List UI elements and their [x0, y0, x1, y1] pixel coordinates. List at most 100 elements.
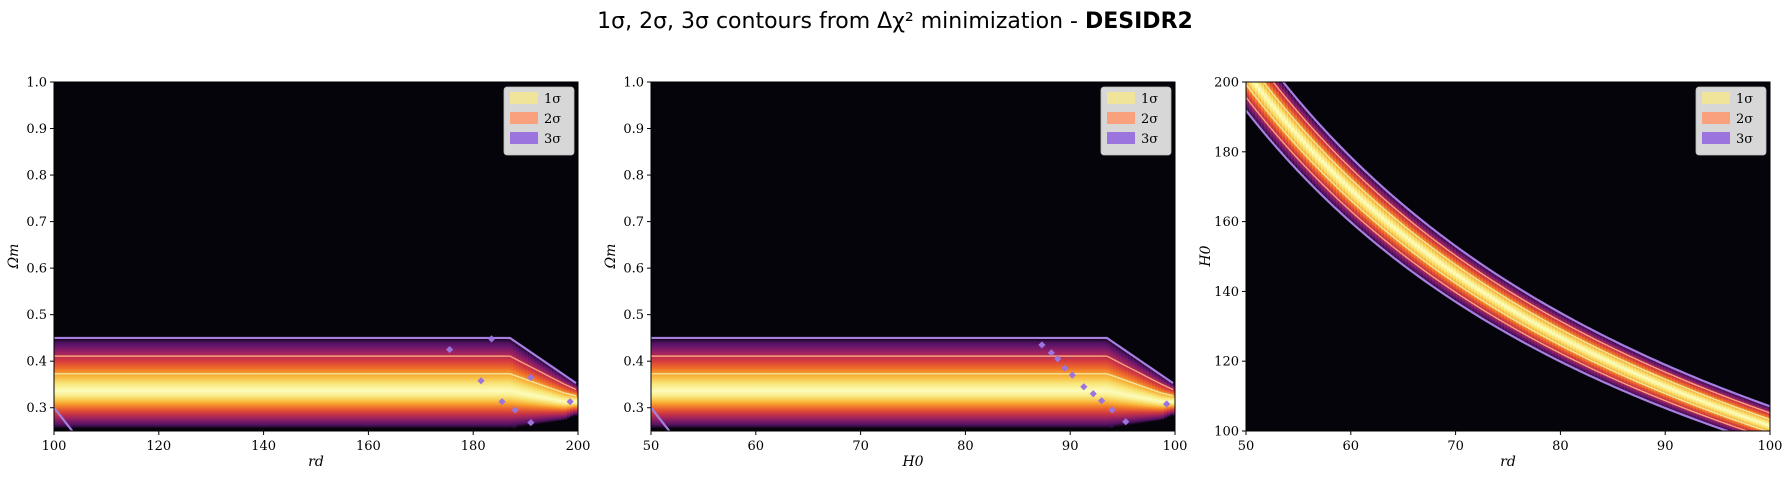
y-axis-label: Ωm — [6, 244, 22, 270]
y-tick-label: 100 — [1214, 425, 1239, 440]
y-tick-label: 180 — [1214, 145, 1239, 160]
contour-line-1sigma — [651, 373, 1174, 397]
legend-swatch-1sigma — [1107, 92, 1135, 104]
heatmap-area — [1246, 82, 1770, 431]
contour-line — [1246, 109, 1731, 431]
x-tick-label: 200 — [566, 439, 591, 454]
y-tick-label: 0.8 — [26, 169, 47, 184]
legend-label-3sigma: 3σ — [1736, 132, 1753, 147]
legend-label-1sigma: 1σ — [544, 92, 561, 107]
scatter-point — [566, 398, 574, 406]
axes-frame — [650, 81, 1176, 432]
scatter-point — [1061, 364, 1069, 372]
legend: 1σ 2σ 3σ — [503, 86, 575, 156]
x-axis-label: rd — [308, 454, 324, 470]
x-tick-label: 120 — [146, 439, 171, 454]
legend-swatch-2sigma — [1702, 112, 1730, 124]
y-tick-label: 0.5 — [26, 308, 47, 323]
scatter-point — [527, 419, 535, 427]
legend-swatch-3sigma — [510, 132, 538, 144]
scatter-point — [1122, 418, 1130, 426]
contour-line — [1262, 82, 1770, 420]
contour-line-3sigma-lower — [651, 407, 671, 431]
y-tick-label: 1.0 — [623, 76, 644, 91]
axes-frame — [53, 81, 579, 432]
y-tick-label: 1.0 — [26, 76, 47, 91]
legend-swatch-3sigma — [1107, 132, 1135, 144]
legend-swatch-1sigma — [510, 92, 538, 104]
legend: 1σ 2σ 3σ — [1100, 86, 1172, 156]
contour-line-2sigma — [651, 355, 1174, 391]
legend-label-2sigma: 2σ — [544, 112, 561, 127]
contour-line — [1246, 96, 1750, 431]
scatter-point — [1098, 397, 1106, 405]
y-tick-label: 200 — [1214, 76, 1239, 91]
legend-swatch-2sigma — [510, 112, 538, 124]
scatter-point — [1080, 383, 1088, 391]
figure-title-main: 1σ, 2σ, 3σ contours from Δχ² minimizatio… — [597, 9, 1085, 34]
y-tick-label: 0.3 — [623, 401, 644, 416]
y-tick-label: 0.9 — [26, 122, 47, 137]
x-axis-label: rd — [1500, 454, 1516, 470]
x-tick-label: 60 — [748, 439, 765, 454]
legend: 1σ 2σ 3σ — [1695, 86, 1767, 156]
y-tick-label: 0.3 — [26, 401, 47, 416]
y-tick-label: 0.7 — [623, 215, 644, 230]
x-tick-label: 100 — [1163, 439, 1188, 454]
legend-label-3sigma: 3σ — [1141, 132, 1158, 147]
panel-rd-h0: rd H0 50 60 70 80 90 100 100 120 140 160 180 200 1σ 2… — [1198, 76, 1783, 471]
legend-label-1sigma: 1σ — [1141, 92, 1158, 107]
y-tick-label: 160 — [1214, 215, 1239, 230]
scatter-point — [1047, 349, 1055, 357]
legend-label-2sigma: 2σ — [1141, 112, 1158, 127]
x-tick-label: 70 — [1447, 439, 1464, 454]
x-tick-label: 90 — [1062, 439, 1079, 454]
heatmap-area — [54, 335, 578, 431]
contour-line-1sigma — [54, 373, 577, 397]
legend-label-3sigma: 3σ — [544, 132, 561, 147]
contour-line — [1246, 83, 1769, 431]
y-tick-label: 0.4 — [26, 355, 47, 370]
y-tick-label: 0.7 — [26, 215, 47, 230]
x-tick-label: 100 — [1758, 439, 1783, 454]
contour-line-3sigma-lower — [54, 407, 74, 431]
contour-line-3sigma — [651, 336, 1174, 385]
y-axis-label: Ωm — [603, 244, 619, 270]
figure-title-bold: DESIDR2 — [1085, 9, 1193, 34]
y-tick-label: 0.9 — [623, 122, 644, 137]
scatter-point — [1054, 355, 1062, 363]
axes-frame — [1245, 81, 1771, 432]
contour-line-2sigma — [54, 355, 577, 391]
y-tick-label: 0.6 — [623, 262, 644, 277]
x-tick-label: 140 — [251, 439, 276, 454]
x-tick-label: 60 — [1343, 439, 1360, 454]
y-tick-label: 0.8 — [623, 169, 644, 184]
x-tick-label: 70 — [852, 439, 869, 454]
panel-rd-omega: rd Ωm 100 120 140 160 180 200 0.3 0.4 0.5 0.6 0.7 0… — [6, 76, 590, 471]
y-axis-label: H0 — [1198, 245, 1214, 267]
panel-h0-omega: H0 Ωm 50 60 70 80 90 100 0.3 0.4 0.5 0.6 0.7 0.8 0.9… — [603, 76, 1187, 471]
y-tick-label: 0.5 — [623, 308, 644, 323]
contour-line — [1281, 82, 1770, 408]
x-tick-label: 90 — [1657, 439, 1674, 454]
scatter-point — [1108, 406, 1116, 414]
legend-label-1sigma: 1σ — [1736, 92, 1753, 107]
scatter-point — [1038, 341, 1046, 349]
y-tick-label: 0.4 — [623, 355, 644, 370]
x-tick-label: 180 — [461, 439, 486, 454]
scatter-point — [1089, 390, 1097, 398]
x-tick-label: 50 — [643, 439, 660, 454]
scatter-point — [487, 335, 496, 343]
scatter-point — [477, 377, 485, 385]
x-tick-label: 50 — [1238, 439, 1255, 454]
legend-swatch-3sigma — [1702, 132, 1730, 144]
x-tick-label: 160 — [356, 439, 381, 454]
scatter-point — [498, 398, 506, 406]
x-axis-label: H0 — [901, 454, 923, 470]
legend-swatch-2sigma — [1107, 112, 1135, 124]
contour-line — [1272, 82, 1770, 414]
legend-label-2sigma: 2σ — [1736, 112, 1753, 127]
y-tick-label: 0.6 — [26, 262, 47, 277]
x-tick-label: 100 — [42, 439, 67, 454]
